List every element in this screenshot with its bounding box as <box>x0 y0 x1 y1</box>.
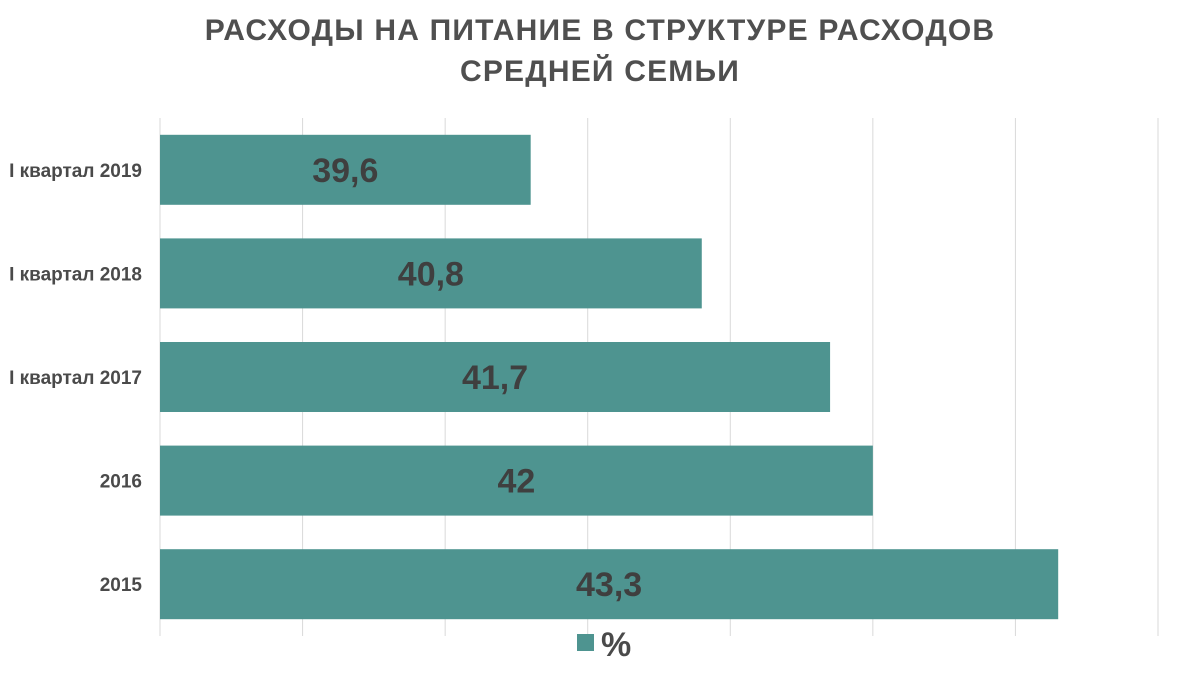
bar <box>160 342 831 412</box>
bar <box>160 549 1059 620</box>
chart-title-line-2: СРЕДНЕЙ СЕМЬИ <box>460 54 740 88</box>
bar <box>160 238 702 309</box>
category-label: I квартал 2019 <box>9 161 142 182</box>
bar <box>160 134 531 205</box>
chart-title-line-1: РАСХОДЫ НА ПИТАНИЕ В СТРУКТУРЕ РАСХОДОВ <box>205 14 996 47</box>
category-label: I квартал 2018 <box>9 264 142 285</box>
data-label: 42 <box>498 463 536 501</box>
legend-swatch <box>577 634 594 651</box>
category-label: 2015 <box>100 575 143 596</box>
data-label: 40,8 <box>398 255 464 293</box>
bar <box>160 445 873 516</box>
value-labels: 39,6 40,8 41,7 42 43,3 <box>312 152 642 604</box>
legend: % <box>577 626 631 664</box>
category-labels: I квартал 2019 I квартал 2018 I квартал 20… <box>9 161 142 596</box>
data-label: 41,7 <box>462 359 528 397</box>
data-label: 39,6 <box>312 152 378 190</box>
category-label: 2016 <box>100 472 142 493</box>
category-label: I квартал 2017 <box>9 368 142 389</box>
bar-series <box>160 134 1059 620</box>
data-label: 43,3 <box>576 566 642 604</box>
legend-label: % <box>601 626 631 664</box>
